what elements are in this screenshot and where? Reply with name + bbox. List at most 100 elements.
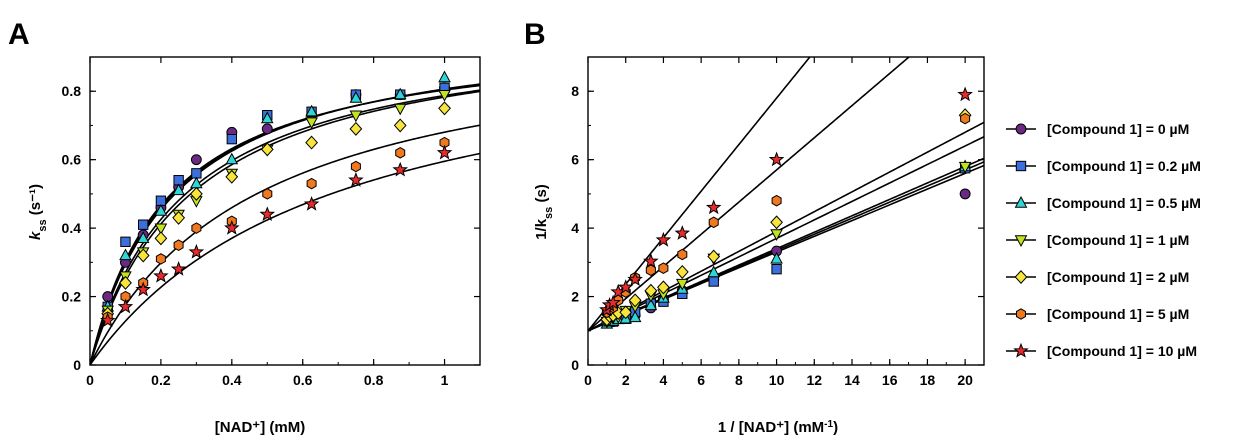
data-point <box>958 161 972 174</box>
x-tick-label: 4 <box>660 372 668 388</box>
data-point <box>173 175 184 186</box>
data-point <box>262 188 273 200</box>
y-tick-label: 0 <box>571 357 579 373</box>
data-point <box>306 177 317 190</box>
legend-symbol <box>1014 195 1028 208</box>
data-point <box>393 118 407 133</box>
x-tick-label: 1 <box>441 372 449 388</box>
data-point <box>119 248 132 261</box>
data-point <box>172 183 185 196</box>
data-point <box>350 160 361 173</box>
legend-entry: [Compound 1] = 10 µM <box>1006 342 1197 359</box>
panel-a-ylabel-sub: ss <box>37 219 49 231</box>
data-point <box>658 262 669 274</box>
plot-frame <box>587 56 985 366</box>
legend-label: [Compound 1] = 0.5 µM <box>1047 195 1201 211</box>
data-point <box>770 229 783 241</box>
series-6 <box>599 86 973 317</box>
legend-marker <box>1006 123 1036 135</box>
y-tick-label: 0.8 <box>62 83 82 99</box>
data-point <box>190 154 202 166</box>
panel-a-label: A <box>8 18 30 51</box>
data-point <box>261 123 273 135</box>
data-point <box>349 121 363 136</box>
legend-marker <box>1006 160 1036 172</box>
legend-marker <box>1006 270 1036 284</box>
legend-label: [Compound 1] = 1 µM <box>1047 232 1189 248</box>
legend: [Compound 1] = 0 µM [Compound 1] = 0.2 µ… <box>1006 121 1201 359</box>
fit-line <box>90 124 480 365</box>
data-point <box>120 236 131 247</box>
legend-symbol <box>1016 308 1026 320</box>
panel-b-ylabel-rest: (s) <box>533 184 550 207</box>
data-point <box>960 112 971 125</box>
data-point <box>675 278 689 291</box>
x-tick-label: 12 <box>806 372 822 388</box>
legend-label: [Compound 1] = 10 µM <box>1047 343 1197 359</box>
x-tick-label: 6 <box>697 372 705 388</box>
data-point <box>627 271 643 287</box>
data-point <box>628 293 642 308</box>
data-point <box>436 144 453 160</box>
y-tick-label: 2 <box>571 289 579 305</box>
data-point <box>959 188 971 200</box>
data-point <box>771 194 782 207</box>
x-tick-label: 20 <box>957 372 973 388</box>
x-tick-label: 0.2 <box>151 372 171 388</box>
panel-b-ylabel-sub: ss <box>543 207 555 219</box>
y-tick-label: 0.2 <box>62 289 82 305</box>
data-point <box>349 110 363 123</box>
series-1 <box>102 82 450 313</box>
data-point <box>957 86 973 102</box>
panel-b-ylabel-main: 1/k <box>533 218 550 240</box>
data-point <box>138 219 149 230</box>
data-point <box>153 267 169 283</box>
x-tick-label: 16 <box>882 372 898 388</box>
legend-entry: [Compound 1] = 0.2 µM <box>1006 158 1201 174</box>
x-tick-label: 0.4 <box>222 372 242 388</box>
data-point <box>154 231 168 246</box>
fit-line <box>90 152 480 365</box>
data-point <box>259 206 276 222</box>
data-point <box>189 186 203 201</box>
data-point <box>99 312 116 328</box>
panel-a-ylabel: kss (s⁻¹) <box>27 184 49 240</box>
data-point <box>305 104 318 117</box>
legend-label: [Compound 1] = 5 µM <box>1047 306 1189 322</box>
data-point <box>708 216 719 229</box>
plot-frame <box>89 56 481 366</box>
legend-entry: [Compound 1] = 1 µM <box>1006 232 1189 248</box>
x-tick-label: 2 <box>622 372 630 388</box>
data-point <box>136 248 150 263</box>
legend-symbol <box>1013 342 1029 358</box>
legend-marker <box>1006 195 1036 208</box>
panel-a-ylabel-rest: (s⁻¹) <box>27 184 44 219</box>
data-point <box>155 253 166 265</box>
legend-entry: [Compound 1] = 2 µM <box>1006 269 1189 285</box>
data-point <box>349 91 363 103</box>
panel-b-ylabel: 1/kss (s) <box>533 184 555 240</box>
data-point <box>705 199 722 215</box>
data-point <box>438 90 451 102</box>
legend-marker <box>1006 235 1036 248</box>
data-point <box>707 265 721 278</box>
data-point <box>438 101 451 116</box>
data-point <box>438 70 451 83</box>
panel-b-xlabel-sup: -1 <box>824 419 833 430</box>
legend-entry: [Compound 1] = 0 µM <box>1006 121 1189 137</box>
legend-label: [Compound 1] = 2 µM <box>1047 269 1189 285</box>
data-point <box>770 251 783 264</box>
data-point <box>119 275 132 290</box>
x-tick-label: 0.8 <box>364 372 384 388</box>
y-tick-label: 6 <box>571 152 579 168</box>
data-point <box>771 263 782 275</box>
data-point <box>644 298 658 311</box>
data-points <box>99 70 453 328</box>
data-point <box>657 280 670 295</box>
legend-marker <box>1006 342 1036 358</box>
legend-symbol <box>1015 160 1027 172</box>
x-tick-label: 0 <box>86 372 94 388</box>
data-point <box>260 142 274 157</box>
data-point <box>348 171 364 187</box>
